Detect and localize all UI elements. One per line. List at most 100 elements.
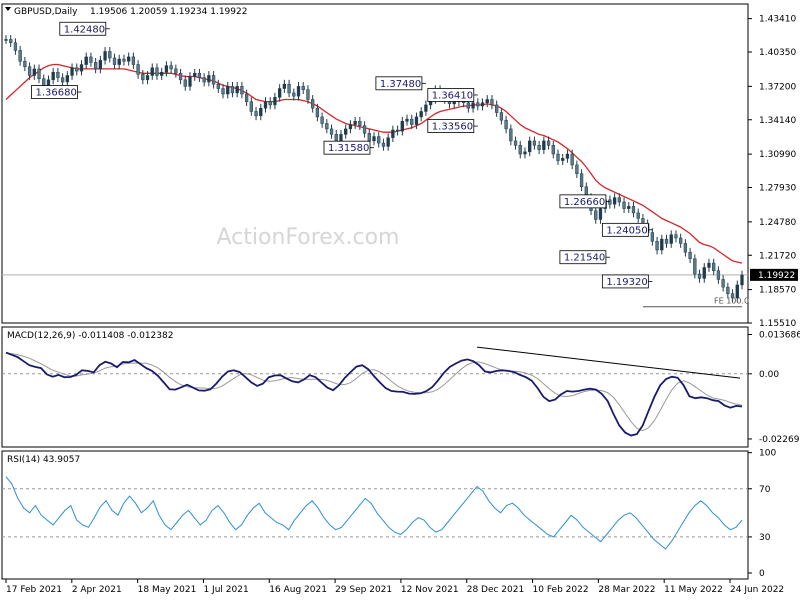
rsi-tick-label: 100 xyxy=(759,449,776,459)
candle-body xyxy=(18,50,22,62)
candle-body xyxy=(476,102,480,107)
annotation-box xyxy=(601,222,649,237)
candle-body xyxy=(414,116,419,125)
candle xyxy=(386,133,390,151)
candle xyxy=(561,154,565,165)
annotation-box xyxy=(31,85,78,99)
candle xyxy=(178,68,183,85)
candle xyxy=(344,124,348,139)
candle xyxy=(79,60,84,76)
panel-frames xyxy=(1,3,749,580)
annotation-label: 1.26660 xyxy=(564,197,605,208)
candle xyxy=(636,208,640,223)
current-price-label: 1.19922 xyxy=(758,271,795,281)
candle xyxy=(311,95,315,113)
annotation: 1.21540 xyxy=(559,250,610,265)
rsi-line xyxy=(5,476,743,550)
candle xyxy=(688,247,692,264)
candle-body xyxy=(504,119,508,130)
annotation-box xyxy=(559,250,607,265)
candle xyxy=(122,54,126,66)
price-tick-label: 1.21720 xyxy=(759,251,796,261)
candle-body xyxy=(122,58,126,62)
candle xyxy=(612,193,617,209)
annotation-box xyxy=(427,119,475,133)
candle-body xyxy=(726,286,730,294)
candle xyxy=(60,73,65,87)
candle xyxy=(51,67,55,85)
candle-body xyxy=(311,99,315,109)
candle xyxy=(400,116,404,136)
annotation-label: 1.33560 xyxy=(432,122,473,133)
candle-body xyxy=(325,123,329,130)
price-tick-label: 1.34140 xyxy=(759,116,796,126)
candle xyxy=(89,52,93,67)
candle xyxy=(377,132,381,148)
candle-body xyxy=(617,197,621,203)
candle-body xyxy=(679,237,683,244)
date-tick-label: 29 Sep 2021 xyxy=(335,585,392,595)
panel-frame-1 xyxy=(1,3,749,324)
candle-body xyxy=(296,86,301,97)
candle xyxy=(702,263,706,283)
candle xyxy=(325,119,329,134)
annotation: 1.42480 xyxy=(59,21,110,36)
candle xyxy=(532,136,537,150)
candle-body xyxy=(315,107,320,118)
candle xyxy=(546,136,551,150)
candle-body xyxy=(575,164,579,174)
candle-body xyxy=(730,293,735,299)
date-axis: 17 Feb 2021 2 Apr 2021 18 May 2021 1 Jul 20… xyxy=(5,579,784,595)
price-tick-label: 1.40350 xyxy=(759,48,796,58)
price-tick-label: 1.18570 xyxy=(759,286,796,296)
annotation-box xyxy=(375,76,423,91)
macd-label: MACD(12,26,9) -0.011408 -0.012382 xyxy=(7,331,173,341)
candle-body xyxy=(660,238,664,251)
candle xyxy=(362,121,367,138)
candle-body xyxy=(650,232,655,242)
annotation-box xyxy=(427,88,475,102)
candle-body xyxy=(103,51,107,61)
candle xyxy=(575,160,579,179)
candle xyxy=(37,64,41,84)
candle-body xyxy=(268,101,272,106)
candle xyxy=(419,107,423,122)
candles xyxy=(4,35,744,303)
candle-body xyxy=(197,73,202,78)
candle-body xyxy=(226,86,230,95)
candle xyxy=(188,72,192,91)
candle xyxy=(263,97,268,113)
candle xyxy=(23,56,27,72)
date-tick-label: 28 Mar 2022 xyxy=(598,585,655,595)
candle-body xyxy=(98,59,103,70)
candle-body xyxy=(683,243,688,253)
date-tick-label: 11 May 2022 xyxy=(664,585,723,595)
candle xyxy=(164,61,169,77)
rsi-label: RSI(14) 43.9057 xyxy=(7,455,80,465)
candle-body xyxy=(410,118,414,125)
annotation-label: 1.21540 xyxy=(564,253,605,264)
candle xyxy=(216,79,220,93)
candle xyxy=(292,88,296,101)
annotation-label: 1.36680 xyxy=(35,88,76,99)
date-tick-label: 28 Dec 2021 xyxy=(467,585,525,595)
rsi-tick-label: 0 xyxy=(759,569,765,579)
annotation: 1.36410 xyxy=(427,88,478,102)
candle-body xyxy=(712,262,716,271)
candle xyxy=(18,46,22,66)
candle xyxy=(65,71,69,87)
macd-tick-label: 0.00 xyxy=(759,370,779,380)
annotation-label: 1.37480 xyxy=(380,79,421,90)
candle-body xyxy=(669,234,673,244)
macd-line xyxy=(5,351,743,437)
candle xyxy=(485,95,489,108)
candle xyxy=(221,84,225,99)
candle xyxy=(315,103,320,122)
candle-body xyxy=(13,42,18,51)
candle xyxy=(202,73,206,87)
candle-body xyxy=(127,56,131,62)
candle xyxy=(716,266,721,284)
candle xyxy=(249,97,253,116)
candle-body xyxy=(466,102,471,109)
chevron-down-icon[interactable] xyxy=(5,7,11,11)
